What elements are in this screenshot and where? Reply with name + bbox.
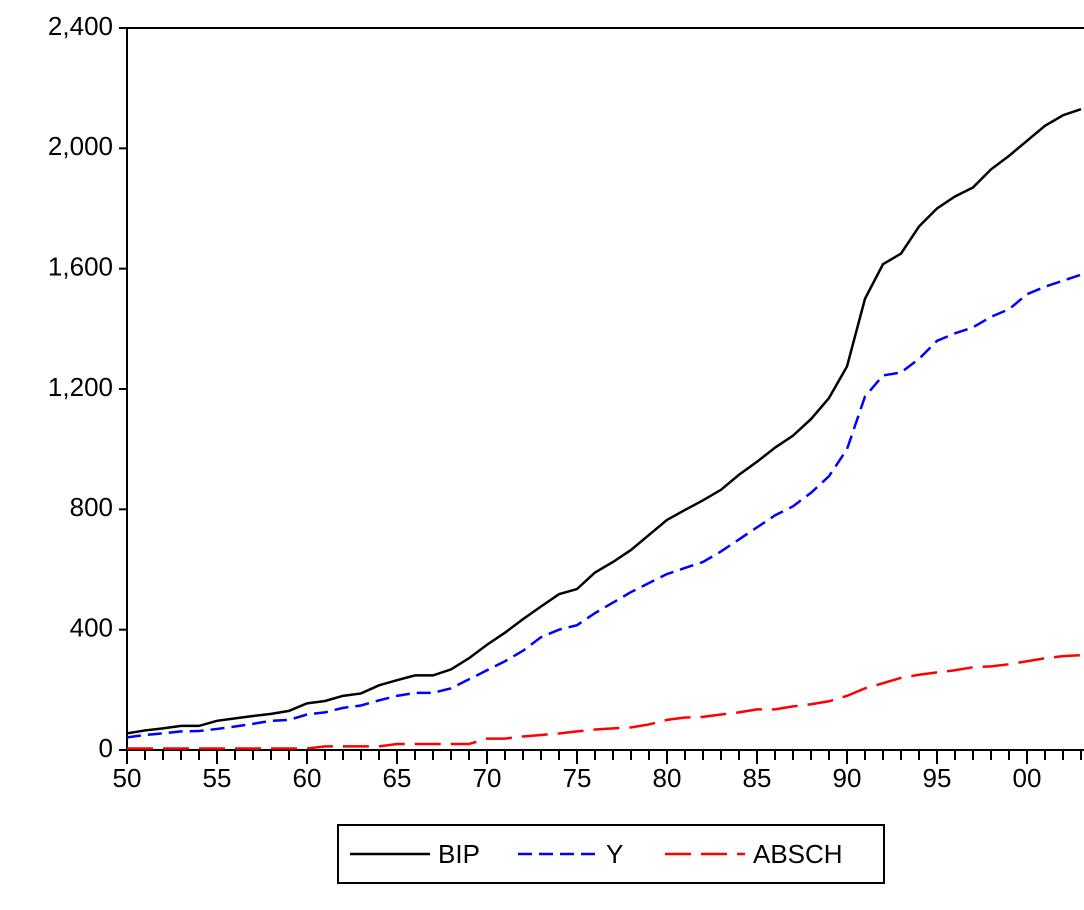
- x-tick-label: 95: [923, 763, 952, 793]
- y-tick-label: 2,400: [48, 11, 113, 41]
- x-tick-label: 65: [383, 763, 412, 793]
- x-tick-label: 85: [743, 763, 772, 793]
- series-line: [126, 273, 1082, 739]
- y-tick-label: 400: [70, 613, 113, 643]
- y-tick-label: 1,600: [48, 252, 113, 282]
- x-tick-label: 90: [833, 763, 862, 793]
- x-tick-label: 00: [1013, 763, 1042, 793]
- y-tick-label: 0: [99, 733, 113, 763]
- y-tick-label: 2,000: [48, 131, 113, 161]
- y-tick-label: 1,200: [48, 372, 113, 402]
- series-line: [127, 653, 1082, 750]
- series-line: [126, 108, 1082, 735]
- x-tick-label: 60: [293, 763, 322, 793]
- x-tick-label: 50: [113, 763, 142, 793]
- x-tick-label: 75: [563, 763, 592, 793]
- x-tick-label: 80: [653, 763, 682, 793]
- legend-label: BIP: [438, 839, 480, 869]
- x-tick-label: 70: [473, 763, 502, 793]
- y-tick-label: 800: [70, 492, 113, 522]
- legend-label: ABSCH: [753, 839, 843, 869]
- x-tick-label: 55: [203, 763, 232, 793]
- legend-label: Y: [606, 839, 623, 869]
